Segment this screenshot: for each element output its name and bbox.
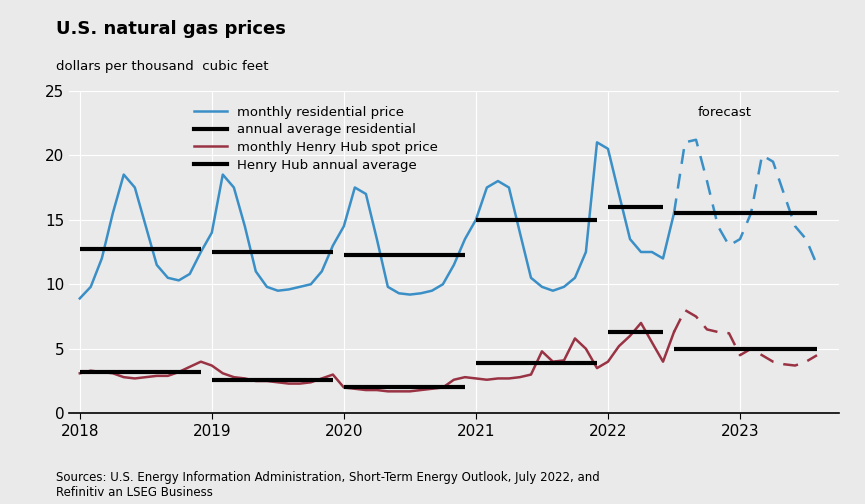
Text: dollars per thousand  cubic feet: dollars per thousand cubic feet: [56, 60, 269, 74]
Text: forecast: forecast: [697, 106, 751, 119]
Text: Sources: U.S. Energy Information Administration, Short-Term Energy Outlook, July: Sources: U.S. Energy Information Adminis…: [56, 471, 600, 499]
Legend: monthly residential price, annual average residential, monthly Henry Hub spot pr: monthly residential price, annual averag…: [189, 100, 444, 177]
Text: U.S. natural gas prices: U.S. natural gas prices: [56, 20, 286, 38]
